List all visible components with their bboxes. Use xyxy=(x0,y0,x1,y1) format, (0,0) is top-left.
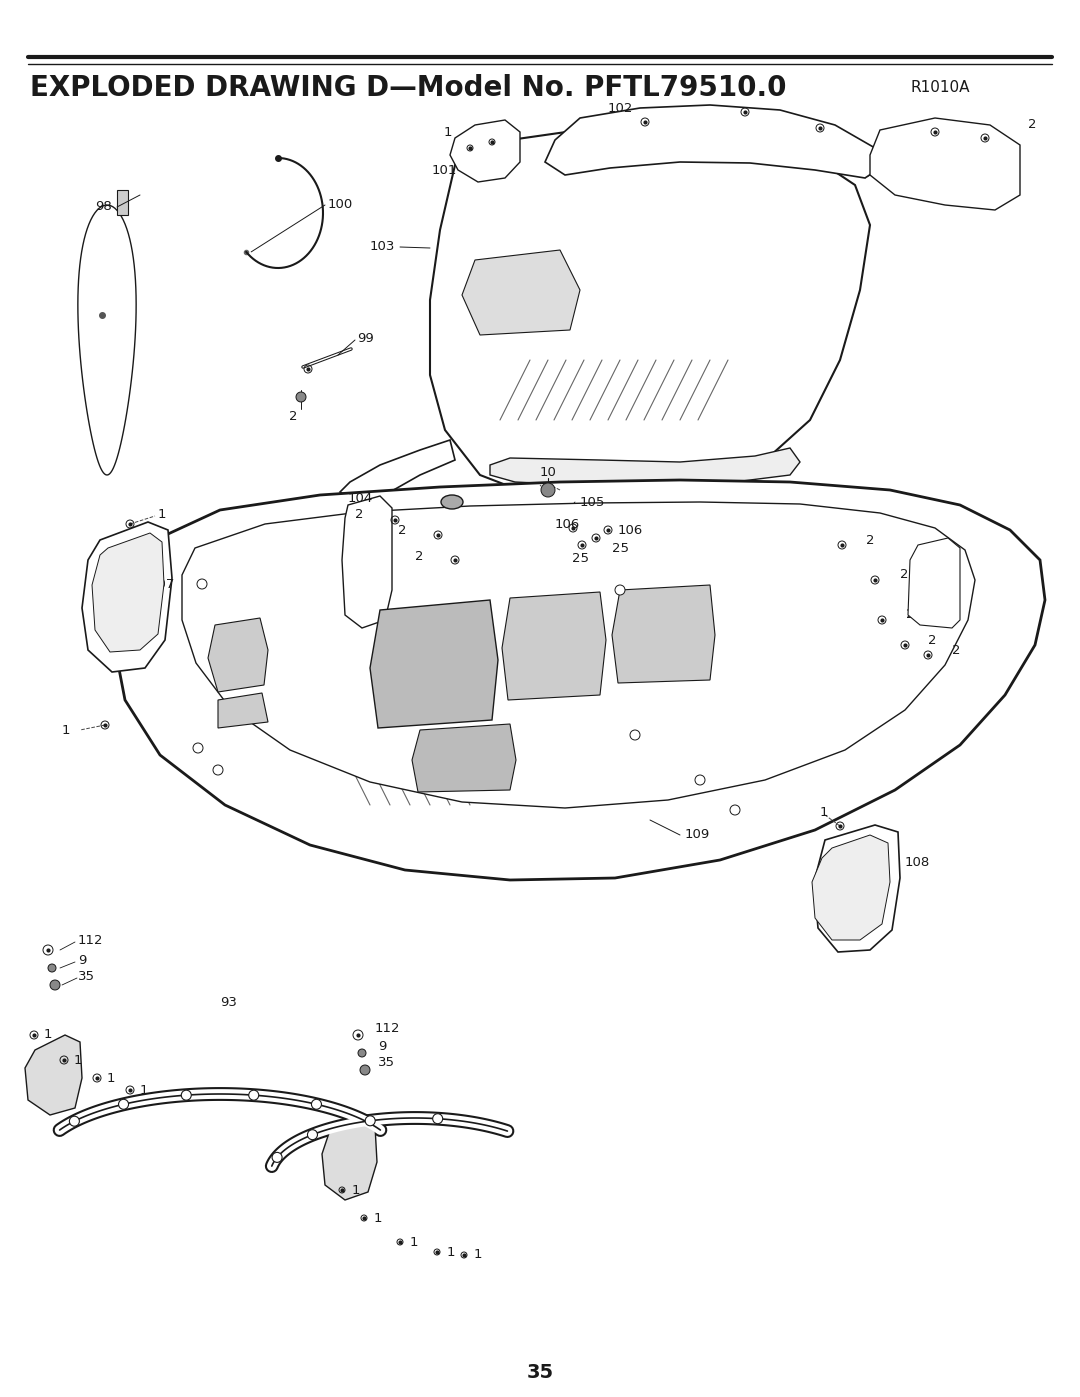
Polygon shape xyxy=(82,522,172,672)
Circle shape xyxy=(213,766,222,775)
Circle shape xyxy=(730,805,740,814)
Polygon shape xyxy=(114,481,1045,880)
Text: 2: 2 xyxy=(951,644,960,657)
Polygon shape xyxy=(450,120,519,182)
Polygon shape xyxy=(218,693,268,728)
Polygon shape xyxy=(183,502,975,807)
Text: 2: 2 xyxy=(906,609,915,622)
Circle shape xyxy=(357,1049,366,1058)
Text: 103: 103 xyxy=(369,240,395,253)
Text: 101: 101 xyxy=(432,165,457,177)
Polygon shape xyxy=(812,835,890,940)
Text: 98: 98 xyxy=(95,201,111,214)
Polygon shape xyxy=(322,1118,377,1200)
Polygon shape xyxy=(814,826,900,951)
Text: 25: 25 xyxy=(612,542,629,555)
Text: 2: 2 xyxy=(866,534,875,546)
Text: 109: 109 xyxy=(685,828,711,841)
Polygon shape xyxy=(78,205,136,475)
Text: 105: 105 xyxy=(580,496,606,509)
Circle shape xyxy=(119,1099,129,1109)
Circle shape xyxy=(50,981,60,990)
Polygon shape xyxy=(502,592,606,700)
Text: 1: 1 xyxy=(107,1071,116,1084)
Text: EXPLODED DRAWING D—Model No. PFTL79510.0: EXPLODED DRAWING D—Model No. PFTL79510.0 xyxy=(30,74,786,102)
Text: 106: 106 xyxy=(618,524,644,536)
Polygon shape xyxy=(370,599,498,728)
Polygon shape xyxy=(430,130,870,509)
Text: 2: 2 xyxy=(399,524,406,536)
Circle shape xyxy=(272,1153,282,1162)
Text: 100: 100 xyxy=(328,198,353,211)
Polygon shape xyxy=(458,138,510,172)
Text: 2: 2 xyxy=(928,633,936,647)
Polygon shape xyxy=(25,1035,82,1115)
Text: 1: 1 xyxy=(62,724,70,736)
Circle shape xyxy=(615,585,625,595)
Circle shape xyxy=(630,731,640,740)
Text: 104: 104 xyxy=(348,492,374,504)
Polygon shape xyxy=(208,617,268,692)
Polygon shape xyxy=(908,538,960,629)
Text: 35: 35 xyxy=(78,970,95,982)
Text: 112: 112 xyxy=(375,1021,401,1035)
Text: 1: 1 xyxy=(447,1246,456,1259)
Circle shape xyxy=(541,483,555,497)
Circle shape xyxy=(197,578,207,590)
Text: 9: 9 xyxy=(78,954,86,967)
Text: 1: 1 xyxy=(820,806,828,819)
Circle shape xyxy=(433,1113,443,1123)
Polygon shape xyxy=(545,105,880,177)
Circle shape xyxy=(248,1090,259,1101)
Text: 2: 2 xyxy=(900,569,908,581)
Polygon shape xyxy=(92,534,164,652)
Text: 1: 1 xyxy=(158,507,166,521)
Circle shape xyxy=(69,1116,79,1126)
Polygon shape xyxy=(870,117,1020,210)
Ellipse shape xyxy=(441,495,463,509)
Text: 2: 2 xyxy=(1028,119,1037,131)
Text: 1: 1 xyxy=(44,1028,53,1042)
Text: 1: 1 xyxy=(374,1211,382,1225)
Circle shape xyxy=(48,964,56,972)
Text: 93: 93 xyxy=(220,996,237,1010)
Text: 1: 1 xyxy=(352,1183,361,1196)
Text: 2: 2 xyxy=(289,411,297,423)
Circle shape xyxy=(311,1099,322,1109)
Text: 1: 1 xyxy=(140,1084,149,1097)
Polygon shape xyxy=(342,496,392,629)
Circle shape xyxy=(181,1090,191,1101)
Circle shape xyxy=(296,393,306,402)
Text: 102: 102 xyxy=(608,102,633,115)
Text: 10: 10 xyxy=(540,465,557,479)
Text: 106: 106 xyxy=(555,517,580,531)
Circle shape xyxy=(193,743,203,753)
Text: 2: 2 xyxy=(355,509,364,521)
Text: 99: 99 xyxy=(357,331,374,345)
Circle shape xyxy=(308,1130,318,1140)
Text: 35: 35 xyxy=(378,1056,395,1069)
Polygon shape xyxy=(490,448,800,488)
Text: 1: 1 xyxy=(474,1249,483,1261)
Text: 1: 1 xyxy=(444,127,453,140)
Text: 1: 1 xyxy=(410,1235,419,1249)
Text: 107: 107 xyxy=(150,577,175,591)
Circle shape xyxy=(696,775,705,785)
Text: 112: 112 xyxy=(78,933,104,947)
Polygon shape xyxy=(411,724,516,792)
Polygon shape xyxy=(612,585,715,683)
Polygon shape xyxy=(340,440,455,502)
Circle shape xyxy=(360,1065,370,1076)
Circle shape xyxy=(365,1116,375,1126)
Text: 35: 35 xyxy=(526,1362,554,1382)
Polygon shape xyxy=(462,250,580,335)
Text: 1: 1 xyxy=(75,1053,82,1066)
Text: 108: 108 xyxy=(905,855,930,869)
Text: 2: 2 xyxy=(415,550,423,563)
Text: 9: 9 xyxy=(378,1039,387,1052)
Text: 25: 25 xyxy=(572,552,589,564)
Text: R1010A: R1010A xyxy=(910,81,970,95)
Polygon shape xyxy=(117,190,129,215)
